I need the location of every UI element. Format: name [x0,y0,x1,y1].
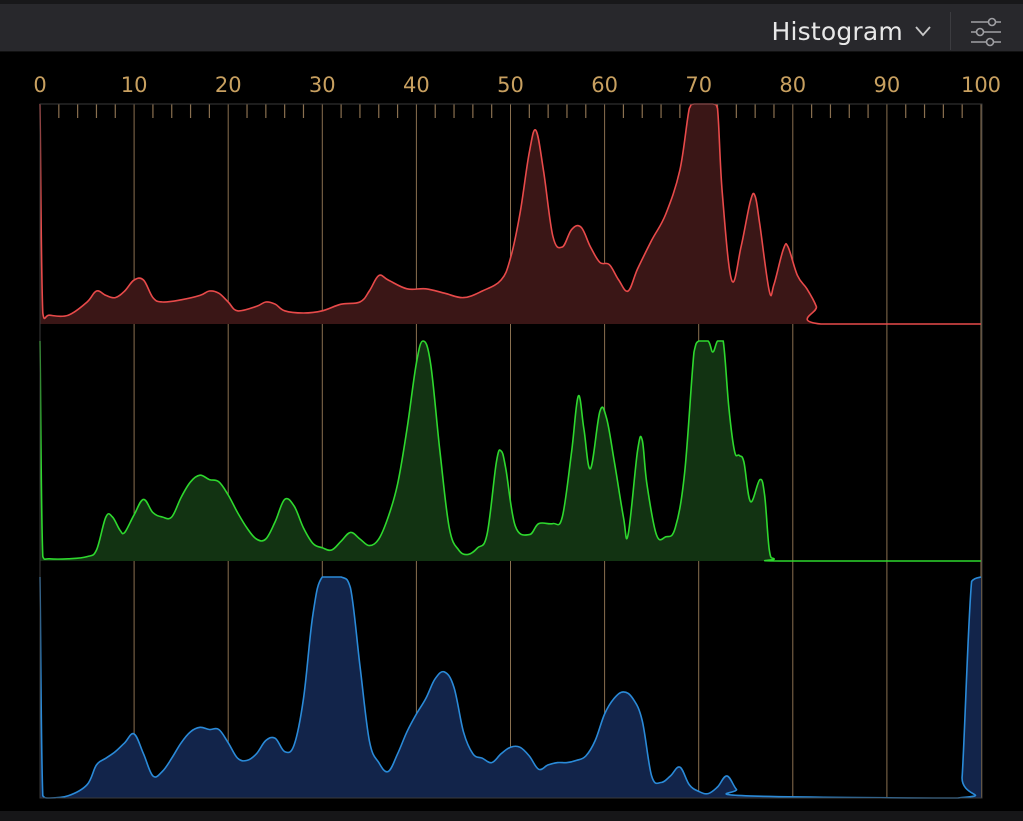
scale-label: 100 [961,73,1001,97]
panel-header: Histogram [0,0,1023,52]
scale-label: 90 [874,73,901,97]
view-mode-dropdown[interactable]: Histogram [772,14,934,48]
channel-traces [39,103,982,799]
plot-frame [39,103,983,799]
histogram-chart: 0 10 20 30 40 50 60 70 80 90 100 [33,73,1001,799]
scale-label: 30 [309,73,336,97]
bottom-strip [0,811,1023,821]
scale-label: 20 [215,73,242,97]
scale-label: 80 [779,73,806,97]
scale-label: 10 [121,73,148,97]
blue-channel-area [40,577,981,798]
minor-ticks [58,104,963,118]
green-channel-area [40,341,981,561]
view-mode-label: Histogram [771,16,903,46]
scale-label: 60 [591,73,618,97]
grid-lines [39,104,982,798]
chevron-down-icon [915,26,931,37]
scale-label: 40 [403,73,430,97]
red-channel-area [40,104,981,324]
scale-label: 0 [33,73,46,97]
header-divider [950,12,951,50]
blue-channel-line [39,576,982,799]
red-channel-line [39,103,981,325]
scale-label: 70 [685,73,712,97]
scale-label: 50 [497,73,524,97]
green-channel-line [39,340,981,562]
scale-labels: 0 10 20 30 40 50 60 70 80 90 100 [33,73,1001,97]
sliders-icon[interactable] [968,14,1004,50]
